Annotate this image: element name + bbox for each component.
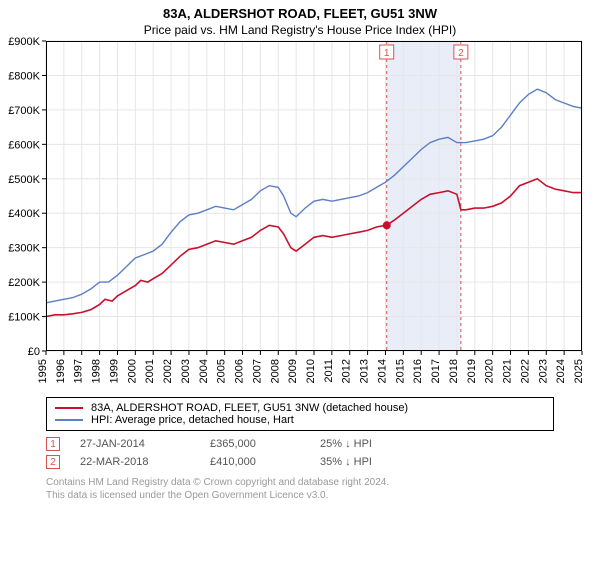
svg-text:2023: 2023	[537, 359, 549, 383]
footer-line-2: This data is licensed under the Open Gov…	[46, 490, 554, 503]
svg-text:£900K: £900K	[8, 36, 40, 48]
svg-text:£100K: £100K	[8, 312, 40, 324]
svg-text:2022: 2022	[519, 359, 531, 383]
svg-text:1: 1	[384, 48, 390, 59]
legend: 83A, ALDERSHOT ROAD, FLEET, GU51 3NW (de…	[46, 397, 554, 431]
svg-text:2000: 2000	[126, 359, 138, 383]
legend-item: HPI: Average price, detached house, Hart	[55, 414, 545, 426]
svg-text:2025: 2025	[573, 359, 585, 383]
svg-text:2012: 2012	[341, 359, 353, 383]
svg-text:2013: 2013	[359, 359, 371, 383]
svg-text:£600K: £600K	[8, 139, 40, 151]
svg-text:£200K: £200K	[8, 277, 40, 289]
svg-text:£700K: £700K	[8, 105, 40, 117]
svg-text:2006: 2006	[234, 359, 246, 383]
footer-line-1: Contains HM Land Registry data © Crown c…	[46, 477, 554, 490]
svg-text:2010: 2010	[305, 359, 317, 383]
svg-text:2007: 2007	[251, 359, 263, 383]
chart-subtitle: Price paid vs. HM Land Registry's House …	[0, 23, 600, 37]
svg-text:2: 2	[458, 48, 464, 59]
chart-area: 12£0£100K£200K£300K£400K£500K£600K£700K£…	[46, 41, 600, 391]
svg-text:2015: 2015	[394, 359, 406, 383]
svg-text:£500K: £500K	[8, 174, 40, 186]
svg-text:2003: 2003	[180, 359, 192, 383]
legend-label: HPI: Average price, detached house, Hart	[91, 414, 294, 426]
svg-text:2018: 2018	[448, 359, 460, 383]
sale-delta: 25% ↓ HPI	[320, 438, 410, 450]
svg-text:2008: 2008	[269, 359, 281, 383]
svg-text:1998: 1998	[91, 359, 103, 383]
svg-text:2009: 2009	[287, 359, 299, 383]
chart-title: 83A, ALDERSHOT ROAD, FLEET, GU51 3NW	[0, 6, 600, 21]
sale-marker: 1	[46, 437, 60, 451]
svg-text:2024: 2024	[555, 359, 567, 383]
line-chart-svg: 12£0£100K£200K£300K£400K£500K£600K£700K£…	[46, 41, 582, 391]
svg-text:2001: 2001	[144, 359, 156, 383]
sales-table: 1 27-JAN-2014 £365,000 25% ↓ HPI 2 22-MAR-201…	[46, 435, 554, 471]
sale-marker: 2	[46, 455, 60, 469]
svg-text:£400K: £400K	[8, 208, 40, 220]
svg-text:1999: 1999	[108, 359, 120, 383]
svg-text:2016: 2016	[412, 359, 424, 383]
svg-text:2005: 2005	[216, 359, 228, 383]
svg-text:2011: 2011	[323, 359, 335, 383]
legend-swatch	[55, 419, 83, 421]
svg-text:1995: 1995	[37, 359, 49, 383]
sale-row: 2 22-MAR-2018 £410,000 35% ↓ HPI	[46, 453, 554, 471]
svg-text:2014: 2014	[376, 359, 388, 383]
svg-text:£0: £0	[28, 346, 40, 358]
sale-price: £410,000	[210, 456, 300, 468]
svg-text:2020: 2020	[484, 359, 496, 383]
footer-attribution: Contains HM Land Registry data © Crown c…	[46, 477, 554, 502]
sale-delta: 35% ↓ HPI	[320, 456, 410, 468]
sale-date: 27-JAN-2014	[80, 438, 190, 450]
svg-text:1997: 1997	[73, 359, 85, 383]
legend-swatch	[55, 407, 83, 409]
svg-text:2017: 2017	[430, 359, 442, 383]
legend-label: 83A, ALDERSHOT ROAD, FLEET, GU51 3NW (de…	[91, 402, 408, 414]
legend-item: 83A, ALDERSHOT ROAD, FLEET, GU51 3NW (de…	[55, 402, 545, 414]
sale-row: 1 27-JAN-2014 £365,000 25% ↓ HPI	[46, 435, 554, 453]
sale-date: 22-MAR-2018	[80, 456, 190, 468]
svg-text:£300K: £300K	[8, 243, 40, 255]
svg-text:2004: 2004	[198, 359, 210, 383]
svg-text:2021: 2021	[502, 359, 514, 383]
svg-text:£800K: £800K	[8, 70, 40, 82]
sale-price: £365,000	[210, 438, 300, 450]
svg-text:1996: 1996	[55, 359, 67, 383]
svg-text:2019: 2019	[466, 359, 478, 383]
svg-text:2002: 2002	[162, 359, 174, 383]
